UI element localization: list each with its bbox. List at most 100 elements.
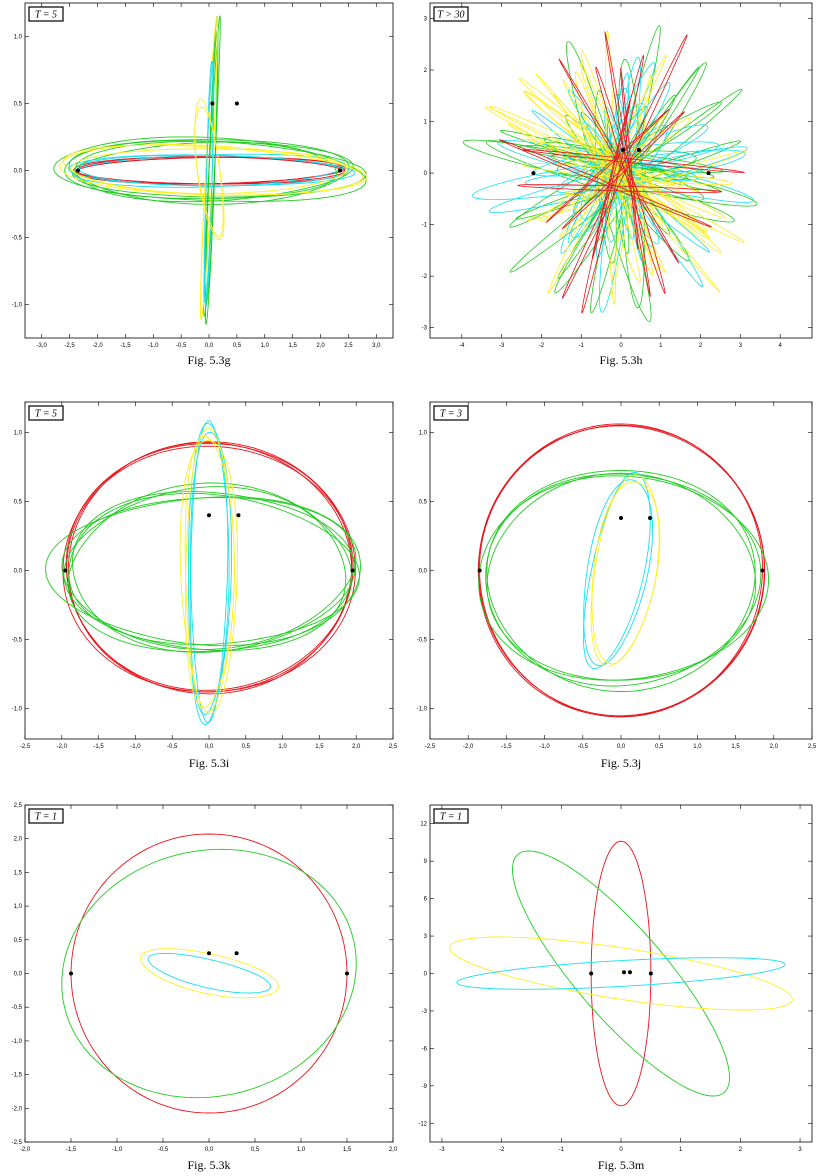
orbit-cyan: [599, 56, 641, 313]
x-tick-label: 0,5: [655, 744, 664, 750]
y-tick-label: 1,0: [419, 430, 428, 436]
orbit-green: [64, 140, 367, 200]
body-marker: [75, 168, 80, 173]
x-tick-label: -0,5: [176, 343, 187, 349]
x-tick-label: -1,0: [148, 343, 159, 349]
y-tick-label: -1,5: [12, 1073, 23, 1079]
x-tick-label: 2,5: [344, 343, 353, 349]
x-tick-label: 2,5: [389, 744, 398, 750]
orbit-cyan: [582, 471, 651, 670]
plot-area: [462, 25, 758, 322]
time-label-box: [28, 405, 64, 421]
orbit-green: [462, 139, 758, 207]
time-label: T = 5: [35, 10, 57, 21]
x-tick-label: 0,5: [251, 1147, 260, 1153]
orbit-yellow: [520, 163, 733, 185]
x-tick-label: 0: [619, 1147, 623, 1153]
plot-frame: [429, 401, 813, 740]
body-marker: [345, 971, 349, 976]
y-tick-label: -9: [422, 1084, 428, 1090]
x-tick-label: 1,5: [315, 744, 324, 750]
x-tick-label: 2,5: [808, 744, 817, 750]
plot-area: [53, 15, 368, 325]
y-tick-label: -1,0: [12, 303, 23, 309]
orbit-yellow: [507, 123, 708, 235]
y-tick-label: 9: [424, 859, 428, 865]
orbit-yellow: [610, 74, 652, 296]
orbit-yellow: [522, 90, 707, 232]
body-marker: [234, 101, 239, 106]
orbit-red: [498, 139, 713, 228]
orbit-green: [45, 496, 361, 647]
x-tick-label: -1,5: [501, 744, 512, 750]
time-label: T = 5: [35, 409, 57, 420]
y-tick-label: -1: [422, 223, 428, 229]
x-tick-label: -2,5: [20, 744, 31, 750]
y-tick-label: -12: [418, 1121, 427, 1127]
x-tick-label: 2: [739, 1147, 743, 1153]
orbit-yellow: [449, 936, 793, 1011]
chart-panel-j: -2,5 -2,0 -1,5 -1,0 -0,5 0,0 0,5 1,0 1,5 2,0 2,5 -1…: [417, 401, 817, 770]
x-tick-label: 2,0: [770, 744, 779, 750]
y-tick-label: 0: [424, 972, 428, 978]
y-tick-label: 1,0: [14, 904, 23, 910]
x-tick-label: 1,0: [261, 343, 270, 349]
x-tick-label: -0,5: [158, 1147, 169, 1153]
orbit-red: [558, 57, 680, 265]
body-marker: [234, 951, 239, 956]
x-tick-label: 2,0: [389, 1147, 398, 1153]
time-label: T = 1: [440, 812, 462, 823]
y-tick-label: -0,5: [12, 236, 23, 242]
orbit-green: [486, 472, 757, 681]
x-tick-label: 0,5: [233, 343, 242, 349]
orbit-green: [67, 482, 352, 653]
figure-caption: Fig. 5.3m: [598, 1158, 645, 1172]
orbit-cyan: [472, 149, 746, 201]
x-tick-label: 1,0: [693, 744, 702, 750]
plot-frame: [24, 804, 394, 1143]
orbit-yellow: [580, 63, 659, 271]
orbit-green: [512, 850, 730, 1097]
orbit-yellow: [559, 115, 666, 239]
time-label-box: [433, 6, 469, 22]
orbit-yellow: [194, 98, 225, 241]
plot-frame: [429, 2, 813, 339]
y-tick-label: -1,0: [12, 1039, 23, 1045]
figure-caption: Fig. 5.3h: [599, 353, 642, 367]
orbit-yellow: [547, 54, 667, 294]
orbit-green: [509, 101, 722, 228]
y-tick-label: 1,0: [14, 35, 23, 41]
x-tick-label: 1,5: [288, 343, 297, 349]
y-tick-label: 0,0: [14, 972, 23, 978]
orbit-red: [590, 840, 652, 1107]
body-marker: [627, 970, 632, 975]
orbit-red: [68, 442, 353, 693]
body-marker: [619, 516, 623, 521]
body-marker: [477, 568, 482, 573]
x-tick-label: 3: [739, 343, 743, 349]
x-tick-label: 0: [619, 343, 623, 349]
y-tick-label: -3: [422, 1009, 428, 1015]
body-marker: [621, 970, 626, 975]
chart-panel-i: -2,5 -2,0 -1,5 -1,0 -0,5 0,0 0,5 1,0 1,5 2,0 2,5 -1…: [12, 401, 398, 770]
body-marker: [620, 147, 625, 152]
orbit-cyan: [456, 957, 786, 990]
orbit-green: [588, 94, 676, 228]
orbit-yellow: [140, 948, 279, 999]
chart-panel-h: -4 -3 -2 -1 0 1 2 3 4 -3 -2 -1 0 1 2 3 T > 30 Fig. 5.3h: [422, 2, 813, 367]
y-tick-label: 0,5: [14, 102, 23, 108]
orbit-yellow: [539, 117, 692, 222]
y-tick-label: 1: [424, 120, 428, 126]
x-tick-label: -2,0: [57, 744, 68, 750]
orbit-cyan: [203, 60, 215, 303]
x-tick-label: -1,0: [539, 744, 550, 750]
y-tick-label: 0,0: [419, 569, 428, 575]
orbit-yellow: [552, 93, 664, 224]
orbit-yellow: [524, 90, 710, 240]
body-marker: [69, 971, 73, 976]
x-tick-label: -2,0: [463, 744, 474, 750]
figure-caption: Fig. 5.3j: [601, 756, 641, 770]
y-tick-label: 6: [424, 897, 428, 903]
time-label: T = 3: [440, 409, 462, 420]
y-tick-label: 3: [424, 16, 428, 22]
